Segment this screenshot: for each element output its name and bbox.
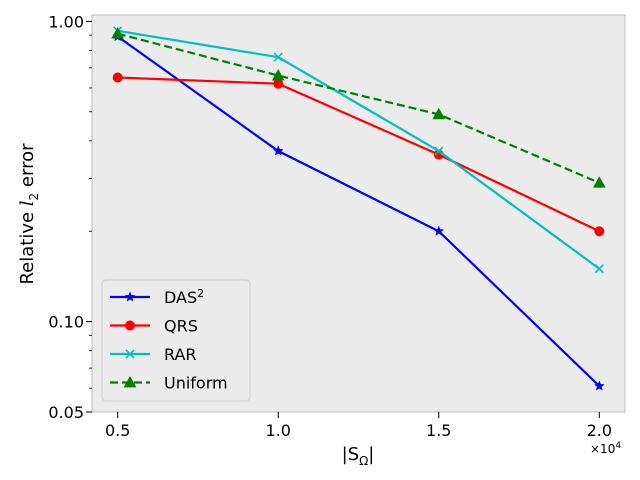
x-axis-label-right-bar: | — [368, 444, 374, 465]
legend-marker — [125, 320, 135, 331]
legend-item: DAS2 — [110, 287, 204, 307]
x-axis-label-left-bar: | — [342, 444, 348, 465]
data-point — [434, 146, 444, 156]
x-axis-label: |SΩ| — [342, 444, 375, 468]
legend-label: Uniform — [164, 374, 228, 393]
x-tick-label: 2.0 — [587, 421, 612, 440]
legend-label: DAS2 — [164, 287, 204, 307]
series-line — [117, 76, 600, 233]
legend-item: Uniform — [110, 374, 228, 393]
data-point — [432, 107, 446, 120]
series-layer — [111, 26, 606, 391]
y-minor-ticks — [89, 34, 92, 389]
x-axis-multiplier: ×104 — [590, 441, 621, 456]
data-point — [433, 225, 445, 236]
x-axis-ticks: 0.5 1.0 1.5 2.0 — [105, 412, 612, 440]
legend-label: RAR — [164, 345, 197, 364]
data-point — [273, 52, 283, 62]
data-point — [594, 226, 605, 237]
legend-item: QRS — [110, 317, 198, 336]
x-tick-label: 1.0 — [266, 421, 291, 440]
y-tick-label: 1.00 — [48, 12, 84, 31]
data-point — [272, 145, 284, 156]
data-point — [271, 69, 285, 81]
legend-box — [101, 279, 251, 402]
legend-marker — [125, 349, 135, 359]
x-tick-label: 1.5 — [426, 421, 451, 440]
legend: DAS2 QRS RAR Uniform — [101, 279, 251, 402]
legend-marker — [124, 291, 136, 302]
x-axis-label-sub: Ω — [359, 454, 368, 468]
x-axis-multiplier-base: ×10 — [590, 442, 615, 456]
y-axis-label: Relative l2 error — [17, 143, 41, 285]
y-axis-label-suffix: error — [17, 143, 38, 193]
y-tick-label: 0.10 — [48, 313, 84, 332]
series-uniform — [111, 27, 606, 188]
series-line — [117, 29, 600, 270]
data-point — [273, 78, 284, 89]
y-tick-label: 0.05 — [48, 403, 84, 422]
x-tick-label: 0.5 — [105, 421, 130, 440]
y-axis-label-l: l — [17, 200, 38, 206]
y-axis-ticks: 0.05 0.10 1.00 — [48, 12, 92, 422]
data-point — [593, 380, 605, 391]
legend-marker — [123, 375, 137, 388]
x-axis-label-s: S — [348, 444, 359, 465]
data-point — [594, 264, 604, 274]
data-point — [592, 176, 606, 188]
y-axis-label-sub: 2 — [27, 193, 41, 201]
series-line — [117, 35, 601, 387]
data-point — [111, 27, 125, 39]
legend-label: QRS — [164, 317, 198, 336]
data-point — [112, 72, 123, 83]
y-axis-label-prefix: Relative — [17, 206, 38, 284]
legend-item: RAR — [110, 345, 197, 364]
x-axis-multiplier-exponent: 4 — [615, 441, 621, 451]
